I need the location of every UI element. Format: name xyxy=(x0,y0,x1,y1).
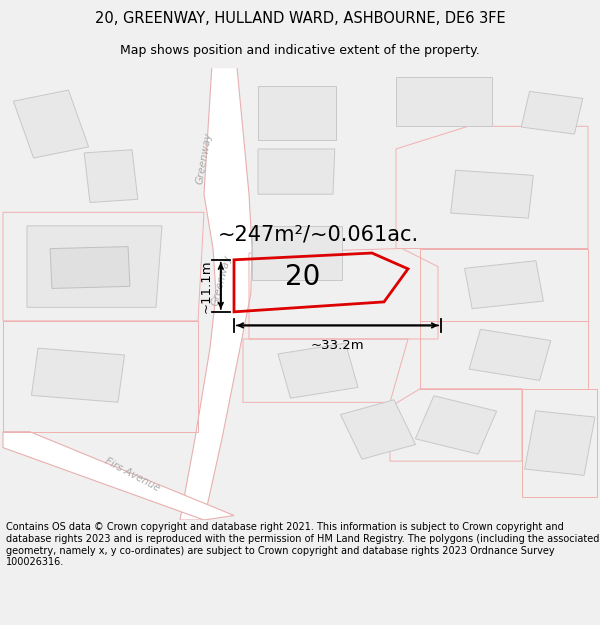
Polygon shape xyxy=(50,247,130,288)
Text: Firs Avenue: Firs Avenue xyxy=(103,456,161,494)
Polygon shape xyxy=(27,226,162,308)
Polygon shape xyxy=(278,343,358,398)
Text: ~33.2m: ~33.2m xyxy=(310,339,364,352)
Polygon shape xyxy=(31,348,125,403)
Polygon shape xyxy=(340,400,416,459)
Text: Greenway: Greenway xyxy=(194,131,214,185)
Polygon shape xyxy=(180,68,252,520)
Polygon shape xyxy=(451,170,533,218)
Polygon shape xyxy=(258,149,335,194)
Polygon shape xyxy=(84,150,138,202)
Polygon shape xyxy=(13,90,89,158)
Polygon shape xyxy=(469,329,551,381)
Polygon shape xyxy=(258,86,336,140)
Polygon shape xyxy=(3,432,234,520)
Text: 20: 20 xyxy=(285,263,320,291)
Polygon shape xyxy=(521,91,583,134)
Polygon shape xyxy=(524,411,595,476)
Polygon shape xyxy=(396,76,492,126)
Text: 20, GREENWAY, HULLAND WARD, ASHBOURNE, DE6 3FE: 20, GREENWAY, HULLAND WARD, ASHBOURNE, D… xyxy=(95,11,505,26)
Polygon shape xyxy=(415,396,497,454)
Text: ~11.1m: ~11.1m xyxy=(200,259,213,313)
Text: Map shows position and indicative extent of the property.: Map shows position and indicative extent… xyxy=(120,44,480,57)
Text: Contains OS data © Crown copyright and database right 2021. This information is : Contains OS data © Crown copyright and d… xyxy=(6,522,599,568)
Polygon shape xyxy=(464,261,544,309)
Polygon shape xyxy=(252,226,342,280)
Text: ~247m²/~0.061ac.: ~247m²/~0.061ac. xyxy=(217,225,419,245)
Text: Greenway: Greenway xyxy=(211,254,233,307)
